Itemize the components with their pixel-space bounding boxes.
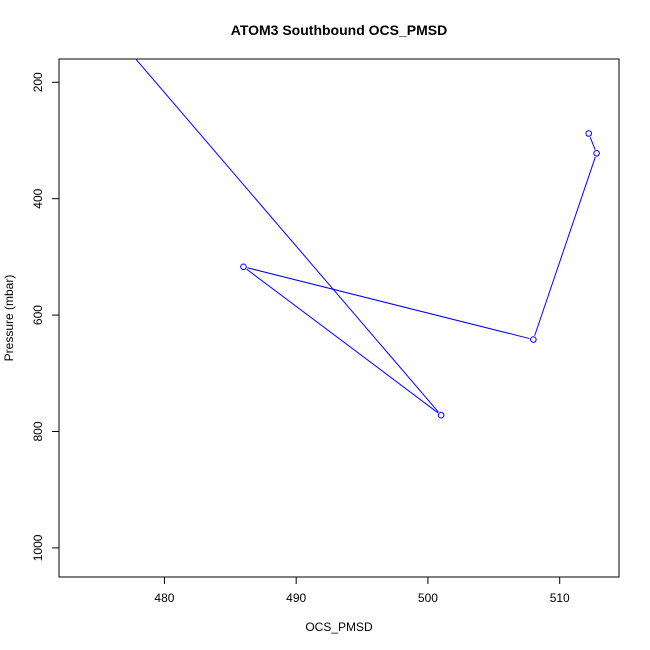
x-tick-label: 500 [418, 591, 438, 605]
x-axis: 480 490 500 510 [154, 577, 570, 605]
series-line-segment [135, 59, 439, 413]
y-axis-label: Pressure (mbar) [2, 275, 16, 362]
series-line-segment [534, 156, 596, 336]
chart-title: ATOM3 Southbound OCS_PMSD [231, 22, 447, 38]
y-axis: 200 400 600 800 1000 [31, 72, 59, 561]
plot-frame [58, 58, 620, 578]
data-point [593, 149, 600, 157]
series-line-segment [246, 268, 439, 414]
x-tick-label: 490 [286, 591, 306, 605]
y-tick-label: 400 [31, 188, 45, 208]
x-tick-label: 480 [154, 591, 174, 605]
series-layer [135, 59, 600, 419]
y-tick-label: 200 [31, 72, 45, 92]
series-line-segment [589, 137, 596, 150]
y-tick-label: 1000 [31, 534, 45, 561]
series-line-segment [247, 267, 530, 340]
y-tick-label: 800 [31, 421, 45, 441]
data-point [585, 130, 592, 137]
x-tick-label: 510 [550, 591, 570, 605]
data-point [240, 263, 247, 271]
y-tick-label: 600 [31, 305, 45, 325]
data-point [530, 336, 537, 343]
data-point [437, 411, 445, 419]
x-axis-label: OCS_PMSD [305, 620, 373, 634]
